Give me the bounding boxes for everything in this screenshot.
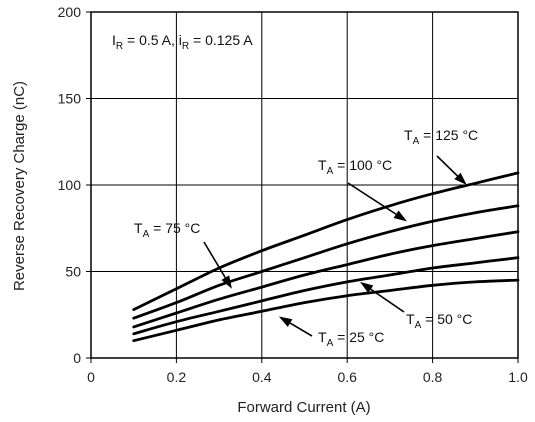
arrow-head-0 [454,172,467,185]
x-tick-label: 0.4 [252,369,272,385]
cond-i-sub: R [182,41,189,52]
series-line-1 [132,204,520,320]
cond-i: i [179,32,182,48]
series-line-4 [132,278,520,343]
series-label-2: TA = 75 °C [134,220,200,240]
series-label-1: TA = 100 °C [318,157,392,177]
series-label-0: TA = 125 °C [404,127,478,147]
arrow-head-4 [278,316,293,327]
arrow-shaft-0 [436,155,459,177]
y-tick-label: 200 [58,4,82,20]
y-tick-label: 150 [58,91,82,107]
y-tick-label: 0 [73,350,81,366]
cond-i-rest: = 0.125 A [189,32,253,48]
series-label-4: TA = 25 °C [318,329,384,349]
arrow-shaft-1 [347,182,397,215]
x-tick-label: 1.0 [508,369,528,385]
x-tick-label: 0.8 [423,369,443,385]
annotation-arrows [203,155,467,337]
x-tick-label: 0.2 [167,369,187,385]
arrow-head-1 [393,210,407,222]
x-tick-label: 0.6 [337,369,357,385]
tick-labels: 0 0.2 0.4 0.6 0.8 1.0 0 50 100 150 200 [58,4,528,385]
cond-I: I [112,32,116,48]
y-axis-label: Reverse Recovery Charge (nC) [11,81,28,291]
y-tick-label: 100 [58,177,82,193]
series-labels: TA = 125 °C TA = 100 °C TA = 75 °C TA = 50 … [134,127,478,349]
series-line-0 [132,171,520,311]
x-axis-label: Forward Current (A) [237,399,370,416]
y-tick-label: 50 [65,264,81,280]
conditions-annotation: IR = 0.5 A, iR = 0.125 A [112,32,253,52]
arrow-head-2 [221,275,232,289]
cond-I-rest: = 0.5 A, [123,32,179,48]
x-tick-label: 0 [87,369,95,385]
series-lines [132,171,520,343]
series-line-2 [132,230,520,329]
arrow-shaft-2 [203,241,226,279]
arrow-shaft-3 [370,288,405,313]
grid [91,12,518,358]
arrow-head-3 [360,281,374,293]
series-label-3: TA = 50 °C [406,311,472,331]
series-line-3 [132,256,520,336]
arrow-shaft-4 [289,322,313,337]
cond-I-sub: R [116,41,123,52]
